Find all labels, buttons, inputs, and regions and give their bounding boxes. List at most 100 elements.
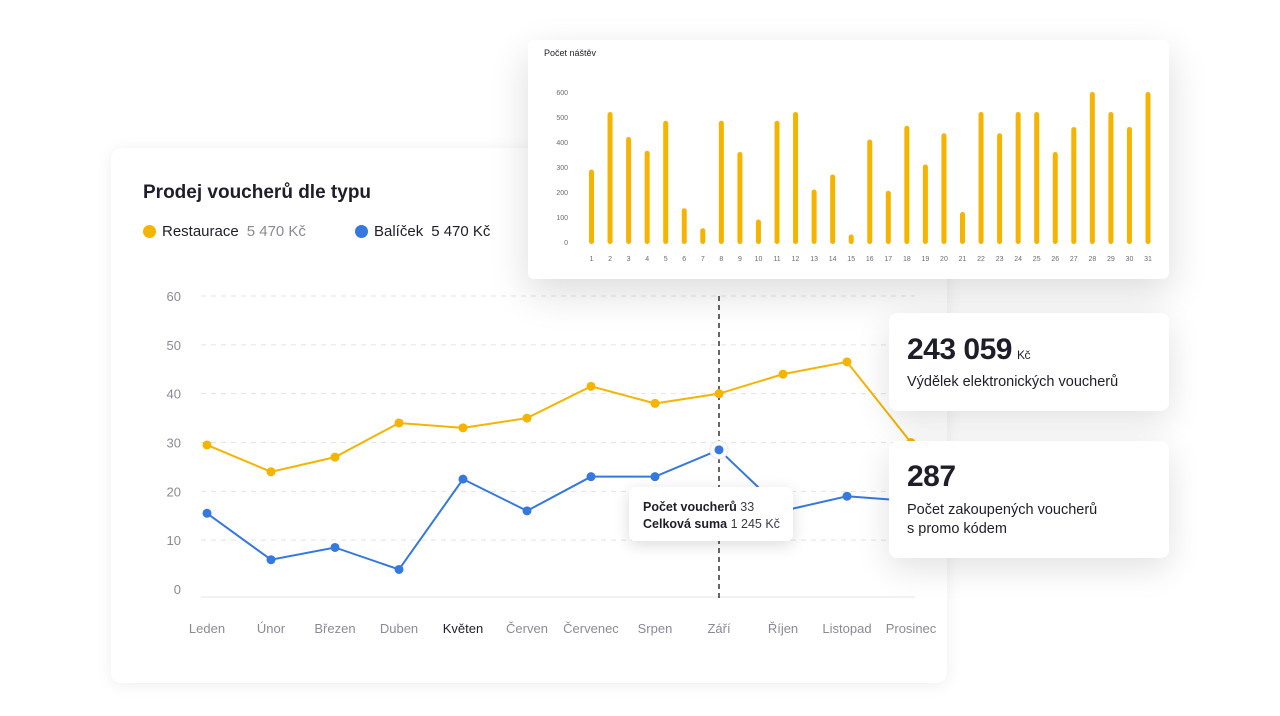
promo-vouchers-stat-card: 287 Počet zakoupených voucherů s promo k…	[889, 441, 1169, 558]
x-tick-label: Květen	[443, 621, 483, 636]
bar-x-tick-label: 26	[1051, 256, 1059, 263]
line-chart: 0 10 20 30 40 50 60 Leden Únor Březen Duben Květen Č…	[167, 289, 937, 636]
data-point	[778, 369, 788, 379]
bar	[1071, 127, 1077, 244]
stat-number: 287	[907, 460, 956, 493]
bar-x-tick-label: 3	[627, 256, 631, 263]
bar-x-tick-label: 8	[719, 256, 723, 263]
bar	[737, 152, 743, 244]
bar-x-tick-label: 20	[940, 256, 948, 263]
legend-total: 5 470 Kč	[431, 223, 491, 240]
bar	[793, 112, 799, 244]
legend-label: Restaurace	[162, 223, 239, 240]
bar-x-tick-label: 10	[755, 256, 763, 263]
data-point	[330, 542, 340, 552]
bar-x-tick-label: 18	[903, 256, 911, 263]
bar	[1108, 112, 1114, 244]
bar	[1052, 152, 1058, 244]
bar-y-tick-label: 0	[564, 240, 568, 247]
bar	[607, 112, 613, 244]
tooltip-value: 33	[740, 500, 755, 514]
bar-x-tick-label: 29	[1107, 256, 1115, 263]
stat-label: Výdělek elektronických voucherů	[907, 374, 1119, 390]
data-point	[714, 445, 724, 455]
bar	[755, 219, 761, 244]
bar-y-tick-label: 200	[556, 190, 568, 197]
y-tick-label: 50	[167, 338, 181, 353]
bar	[904, 125, 910, 244]
legend-label: Balíček	[374, 223, 424, 240]
x-tick-label: Březen	[314, 621, 355, 636]
visits-bar-card: Počet náštěv 0 100 200 300 400 500 600 1 2 3 4 5 6 7 8…	[528, 40, 1169, 279]
bar-x-tick-label: 30	[1126, 256, 1134, 263]
bar-x-tick-label: 22	[977, 256, 985, 263]
bar	[811, 189, 817, 244]
bar	[922, 164, 928, 244]
bar	[997, 133, 1003, 244]
data-point	[586, 381, 596, 391]
data-point	[458, 474, 468, 484]
bar	[960, 212, 965, 244]
bar	[885, 190, 891, 244]
bar	[941, 133, 947, 244]
tooltip-row-count: Počet voucherů 33	[643, 500, 754, 514]
bar-x-tick-label: 25	[1033, 256, 1041, 263]
stat-value: 243 059	[907, 333, 1012, 366]
legend-dot-balicek	[355, 225, 368, 238]
bar-x-tick-label: 1	[590, 256, 594, 263]
y-tick-label: 0	[174, 582, 181, 597]
bar-x-tick-label: 28	[1088, 256, 1096, 263]
bar-y-tick-label: 500	[556, 115, 568, 122]
bar-y-tick-label: 400	[556, 140, 568, 147]
bar-x-tick-label: 17	[884, 256, 892, 263]
y-tick-label: 10	[167, 533, 181, 548]
legend-dot-restaurace	[143, 225, 156, 238]
stat-label-line2: s promo kódem	[907, 521, 1007, 537]
bar	[626, 137, 632, 244]
bar	[1145, 92, 1151, 244]
bar	[1126, 127, 1132, 244]
stat-unit: Kč	[1016, 348, 1031, 362]
bar-y-tick-label: 100	[556, 215, 568, 222]
bar	[700, 228, 706, 244]
bar-y-tick-label: 300	[556, 165, 568, 172]
earnings-stat-card: 243 059 Kč Výdělek elektronických voucher…	[889, 313, 1169, 411]
bar	[681, 208, 687, 244]
bar-x-tick-label: 21	[959, 256, 967, 263]
bar-x-tick-label: 14	[829, 256, 837, 263]
bar-x-tick-label: 11	[773, 256, 780, 263]
bar-x-tick-label: 2	[608, 256, 612, 263]
data-point	[650, 398, 660, 408]
data-point	[522, 413, 532, 423]
tooltip-row-sum: Celková suma 1 245 Kč	[643, 517, 780, 531]
data-point	[394, 418, 404, 428]
bar-x-tick-label: 7	[701, 256, 705, 263]
bar	[1089, 92, 1095, 244]
data-point	[330, 452, 340, 462]
data-point	[842, 491, 852, 501]
bar	[830, 174, 836, 244]
x-tick-label: Únor	[257, 621, 286, 636]
series-line-balicek	[206, 448, 912, 571]
x-tick-label: Září	[707, 621, 731, 636]
legend-item-balicek[interactable]: Balíček 5 470 Kč	[355, 223, 490, 240]
bar-x-tick-label: 27	[1070, 256, 1078, 263]
legend-item-restaurace[interactable]: Restaurace 5 470 Kč	[143, 223, 306, 240]
tooltip-value: 1 245 Kč	[730, 517, 780, 531]
x-tick-label: Prosinec	[886, 621, 937, 636]
bar	[1034, 112, 1040, 244]
data-point	[394, 564, 404, 574]
data-point	[522, 506, 532, 516]
bar-x-tick-label: 4	[645, 256, 649, 263]
bar-x-tick-label: 6	[682, 256, 686, 263]
bar-x-tick-label: 19	[922, 256, 930, 263]
bar-y-tick-label: 600	[556, 90, 568, 97]
data-point	[650, 472, 660, 482]
bar	[867, 139, 873, 244]
chart-title: Prodej voucherů dle typu	[143, 182, 372, 203]
bar	[1015, 112, 1021, 244]
data-point	[202, 508, 212, 518]
y-tick-label: 30	[167, 436, 181, 451]
bar	[663, 120, 669, 244]
